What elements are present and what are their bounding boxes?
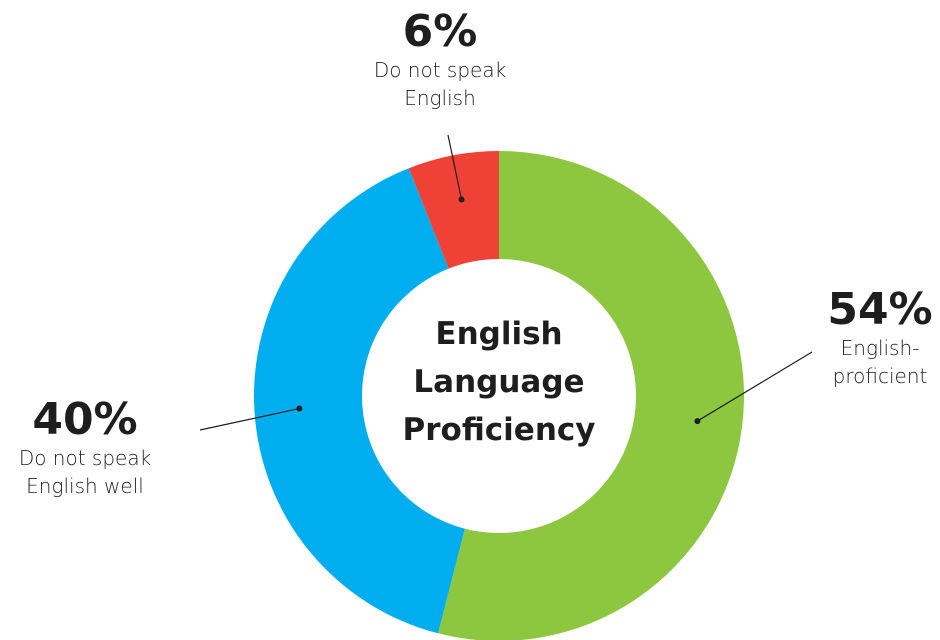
leader-dot <box>296 405 303 412</box>
center-label: English Language Proficiency <box>402 316 596 448</box>
category-label: English-proficient <box>832 336 928 388</box>
donut-segment <box>408 151 499 269</box>
leader-dot <box>694 418 701 425</box>
leader-line <box>697 351 813 422</box>
category-label: Do not speak English well <box>18 446 152 498</box>
value-label: 6% <box>402 6 478 57</box>
value-label: 54% <box>827 284 933 335</box>
value-label: 40% <box>32 394 138 445</box>
segment-label: 40% Do not speak English well <box>0 396 170 500</box>
leader-line <box>447 134 463 200</box>
category-label: Do not speak English <box>373 58 507 110</box>
donut-segment <box>438 151 744 640</box>
segment-label: 54% English-proficient <box>820 286 940 390</box>
donut-segment <box>254 168 465 634</box>
leader-line <box>199 407 300 431</box>
leader-dot <box>458 196 465 203</box>
segment-label: 6% Do not speak English <box>355 8 525 112</box>
